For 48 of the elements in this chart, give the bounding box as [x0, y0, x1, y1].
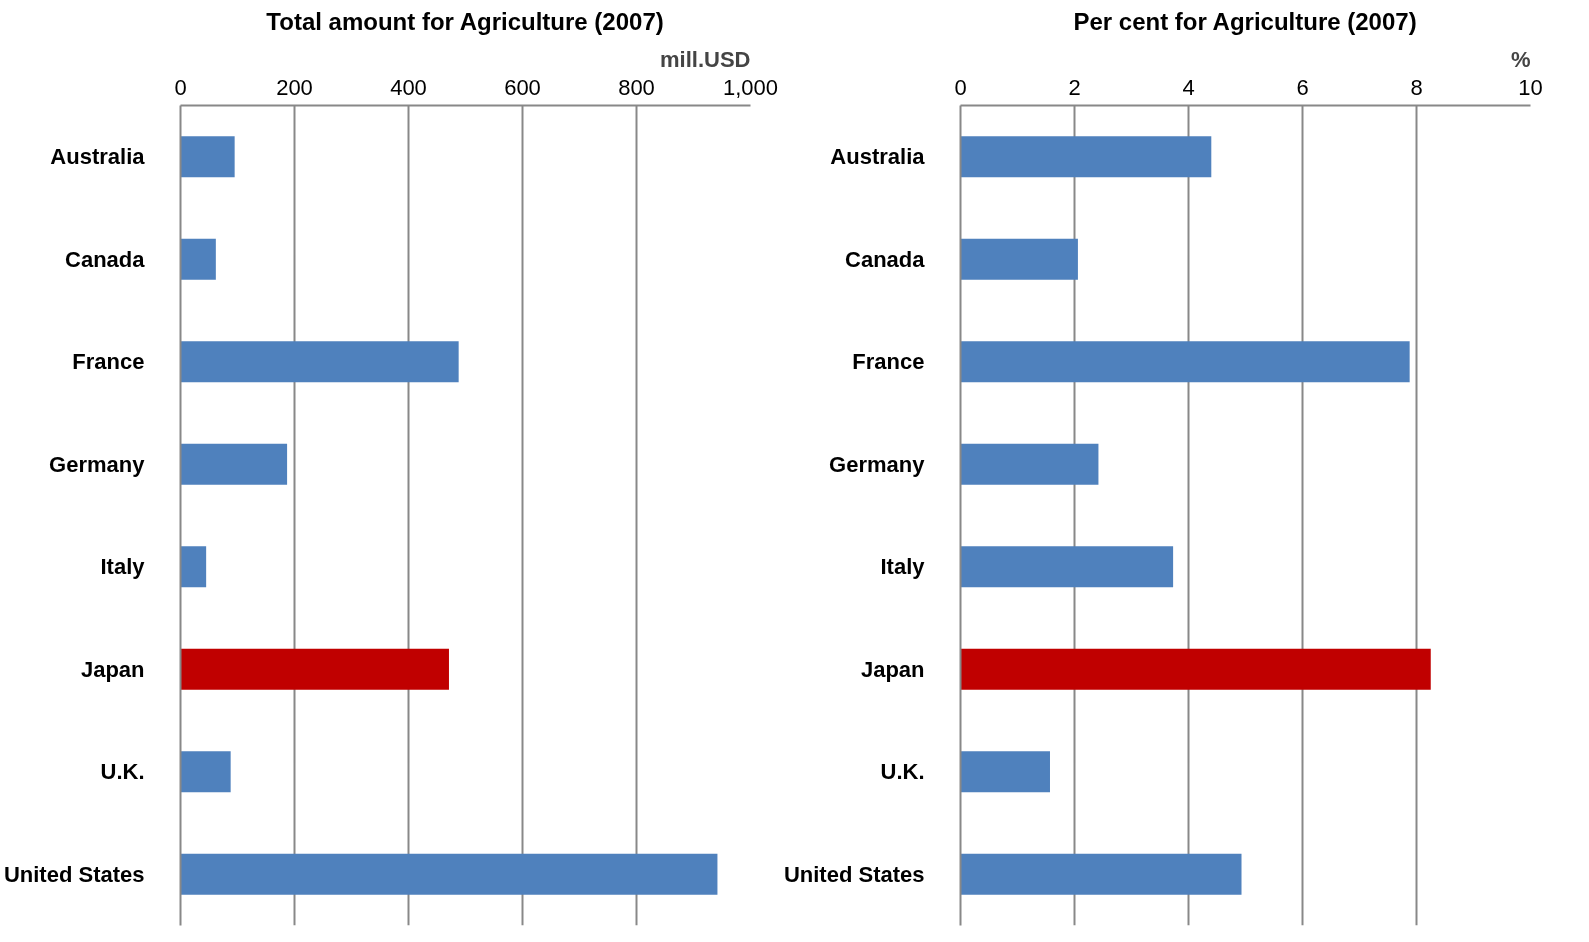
bar — [180, 751, 231, 793]
y-tick-label: United States — [783, 861, 925, 887]
bar — [960, 136, 1212, 178]
x-tick-label: 600 — [504, 74, 541, 100]
x-axis-title: % — [1510, 46, 1531, 72]
x-tick-label: 0 — [174, 74, 187, 100]
y-tick-label: Australia — [50, 144, 146, 170]
bar — [180, 238, 216, 280]
y-tick-label: Japan — [80, 656, 145, 682]
bar — [960, 238, 1078, 280]
x-tick-label: 0 — [954, 74, 967, 100]
y-tick-label: U.K. — [880, 759, 925, 785]
bar — [180, 648, 449, 690]
x-tick-label: 4 — [1182, 74, 1195, 100]
y-tick-label: France — [852, 349, 925, 375]
bar — [180, 341, 459, 383]
bar — [180, 136, 235, 178]
bar — [960, 853, 1242, 895]
bar — [180, 443, 288, 485]
bar — [180, 546, 207, 588]
y-tick-label: Australia — [830, 144, 926, 170]
y-tick-label: Italy — [880, 554, 926, 580]
bar — [960, 546, 1174, 588]
x-tick-label: 2 — [1068, 74, 1081, 100]
x-tick-label: 10 — [1518, 74, 1543, 100]
x-tick-label: 8 — [1410, 74, 1423, 100]
x-tick-label: 800 — [618, 74, 655, 100]
y-tick-label: Canada — [845, 246, 926, 272]
bar — [960, 341, 1410, 383]
chart-title: Per cent for Agriculture (2007) — [1073, 7, 1417, 35]
x-tick-label: 400 — [390, 74, 427, 100]
y-tick-label: Germany — [829, 451, 926, 477]
x-axis-title: mill.USD — [660, 46, 751, 72]
y-tick-label: Germany — [49, 451, 146, 477]
chart-title: Total amount for Agriculture (2007) — [266, 7, 664, 35]
x-tick-label: 6 — [1296, 74, 1309, 100]
x-tick-label: 1,000 — [722, 74, 779, 100]
y-tick-label: France — [72, 349, 145, 375]
y-tick-label: Japan — [860, 656, 925, 682]
y-tick-label: Italy — [100, 554, 146, 580]
y-tick-label: United States — [3, 861, 145, 887]
y-tick-label: Canada — [65, 246, 146, 272]
bar — [180, 853, 718, 895]
bar — [960, 751, 1050, 793]
x-tick-label: 200 — [276, 74, 313, 100]
y-tick-label: U.K. — [100, 759, 145, 785]
bar — [960, 648, 1431, 690]
bar — [960, 443, 1099, 485]
